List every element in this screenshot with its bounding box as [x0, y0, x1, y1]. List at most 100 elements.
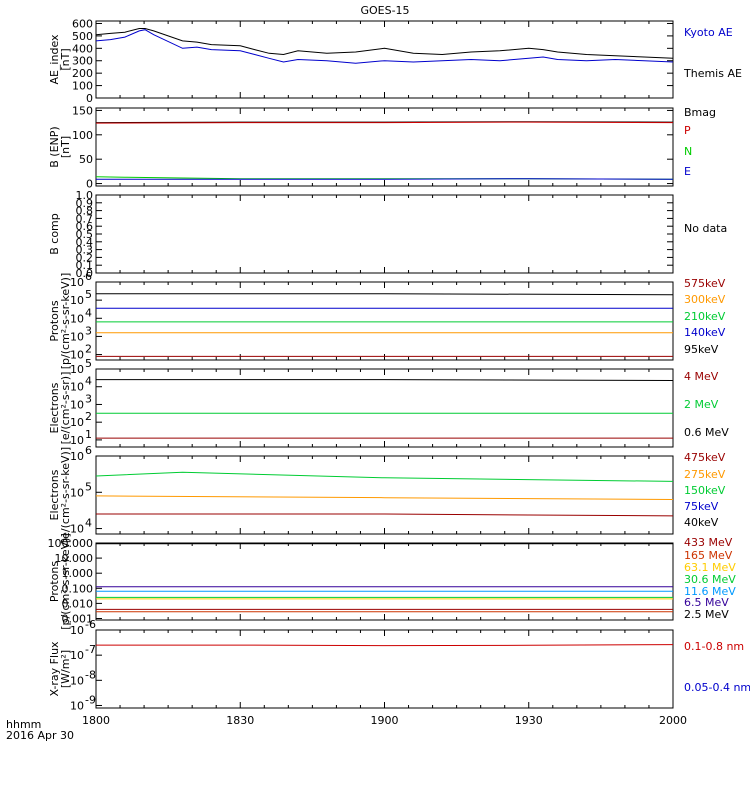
y-tick-label: 10.000 [55, 552, 94, 565]
y-tick-label: 0.9 [76, 197, 94, 210]
y-tick-label: 1.000 [62, 567, 94, 580]
y-tick-label: 50 [79, 153, 93, 166]
legend-label: 95keV [684, 343, 719, 356]
panel-2: 0 50 100 150 B (ENP)[nT] Bmag PNE [48, 104, 716, 190]
y-tick-label: 300 [72, 55, 93, 68]
series-line-150keV [95, 471, 674, 482]
legend-label: 0.6 MeV [684, 426, 729, 439]
legend-label: E [684, 165, 691, 178]
y-tick-label: 600 [72, 17, 93, 30]
y-tick-label: 0.3 [76, 244, 94, 257]
y-tick-exponent: 2 [85, 343, 92, 356]
y-tick-exponent: 5 [85, 288, 92, 301]
panel-7: 0.001 0.010 0.100 1.000 10.000 100.000 Protons… [48, 533, 737, 630]
y-tick-exponent: 5 [85, 357, 92, 370]
y-tick-exponent: 6 [85, 444, 92, 457]
y-tick-label: 0.001 [62, 612, 94, 625]
panel-frame [95, 107, 674, 187]
legend-label: 433 MeV [684, 536, 733, 549]
y-tick-label: 100 [72, 80, 93, 93]
legend-label: 165 MeV [684, 549, 733, 562]
time-axis: 1800 1830 1900 1930 2000 [82, 714, 687, 727]
series-line-95keV [96, 293, 674, 296]
y-tick-label: 100.000 [48, 537, 94, 550]
panel-3: 0.00.10.20.30.40.50.60.70.80.91.0 B comp N… [48, 189, 727, 280]
y-axis-label: Protons [48, 300, 61, 341]
y-tick-exponent: 3 [85, 392, 92, 405]
x-tick-label: 1800 [82, 714, 110, 727]
y-axis-label: Electrons [48, 469, 61, 520]
legend-label: 4 MeV [684, 370, 719, 383]
figure-title: GOES-15 [360, 4, 409, 17]
date-label: 2016 Apr 30 [6, 729, 74, 742]
y-tick-label: 0.010 [62, 597, 94, 610]
y-tick-label: 0.4 [76, 236, 94, 249]
series-line-P [95, 121, 674, 124]
y-tick-label: 0.8 [76, 205, 94, 218]
y-tick-label: 0.2 [76, 251, 94, 264]
y-tick-label: 400 [72, 42, 93, 55]
hhmm-label: hhmm [6, 718, 41, 731]
y-axis-label: [p/(cm²-s-sr-keV)] [59, 533, 72, 630]
y-tick-exponent: 2 [85, 410, 92, 423]
panel-8: 10-910-810-710 -6X-ray Flux[W/m²]0.1-0.8 … [48, 618, 750, 712]
x-tick-label: 1830 [226, 714, 254, 727]
y-tick-label: 10 [70, 294, 84, 307]
y-tick-exponent: 4 [85, 517, 92, 530]
y-tick-label: 10 [70, 330, 84, 343]
series-line-275keV [95, 495, 674, 500]
legend-label: 11.6 MeV [684, 585, 736, 598]
y-tick-label: 0.1 [76, 259, 94, 272]
y-tick-label: 500 [72, 30, 93, 43]
y-tick-label: 10 [70, 486, 84, 499]
series-line-0.1-0.8-nm [96, 644, 674, 647]
legend-label: Themis AE [683, 67, 742, 80]
legend-label: Kyoto AE [684, 26, 733, 39]
legend-label: 2.5 MeV [684, 608, 729, 621]
y-tick-label: 150 [72, 104, 93, 117]
legend-label: 575keV [684, 277, 726, 290]
y-axis-label: B comp [48, 213, 61, 255]
y-tick-exponent: 1 [85, 428, 92, 441]
y-tick-label: 10 [70, 416, 84, 429]
y-tick-label: 10 [70, 624, 84, 637]
panel-frame [95, 629, 674, 709]
y-tick-exponent: 4 [85, 375, 92, 388]
y-tick-label: 10 [70, 523, 84, 536]
series-line-475keV [96, 513, 674, 517]
legend-label: 2 MeV [684, 398, 719, 411]
y-axis-label: B (ENP) [48, 126, 61, 167]
y-tick-exponent: 3 [85, 324, 92, 337]
x-tick-label: 2000 [659, 714, 687, 727]
legend-label: 475keV [684, 451, 726, 464]
series-line-0.6-MeV [96, 379, 674, 381]
legend-label: 75keV [684, 500, 719, 513]
y-axis-label: [W/m²] [59, 650, 72, 688]
y-tick-label: 0 [86, 178, 93, 191]
y-axis-label: [nT] [59, 136, 72, 158]
legend-label: No data [684, 222, 727, 235]
legend-label: 0.1-0.8 nm [684, 640, 744, 653]
y-tick-label: 10 [70, 674, 84, 687]
y-tick-exponent: 5 [85, 480, 92, 493]
legend-label: 40keV [684, 516, 719, 529]
y-tick-label: 100 [72, 129, 93, 142]
series-line-E [96, 178, 674, 180]
legend-label: 6.5 MeV [684, 596, 729, 609]
legend-label: 150keV [684, 484, 726, 497]
legend-label: 140keV [684, 326, 726, 339]
y-tick-exponent: -6 [85, 618, 96, 631]
legend-label: 30.6 MeV [684, 573, 736, 586]
y-axis-label: [nT] [59, 48, 72, 70]
legend-label: N [684, 145, 692, 158]
y-axis-label: [p/(cm²-s-sr-keV)] [59, 273, 72, 370]
panel-frame [95, 542, 674, 621]
y-tick-exponent: 6 [85, 270, 92, 283]
series-line-Kyoto-AE [95, 29, 674, 64]
